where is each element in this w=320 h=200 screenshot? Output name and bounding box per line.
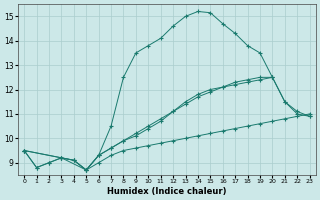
X-axis label: Humidex (Indice chaleur): Humidex (Indice chaleur) bbox=[107, 187, 227, 196]
